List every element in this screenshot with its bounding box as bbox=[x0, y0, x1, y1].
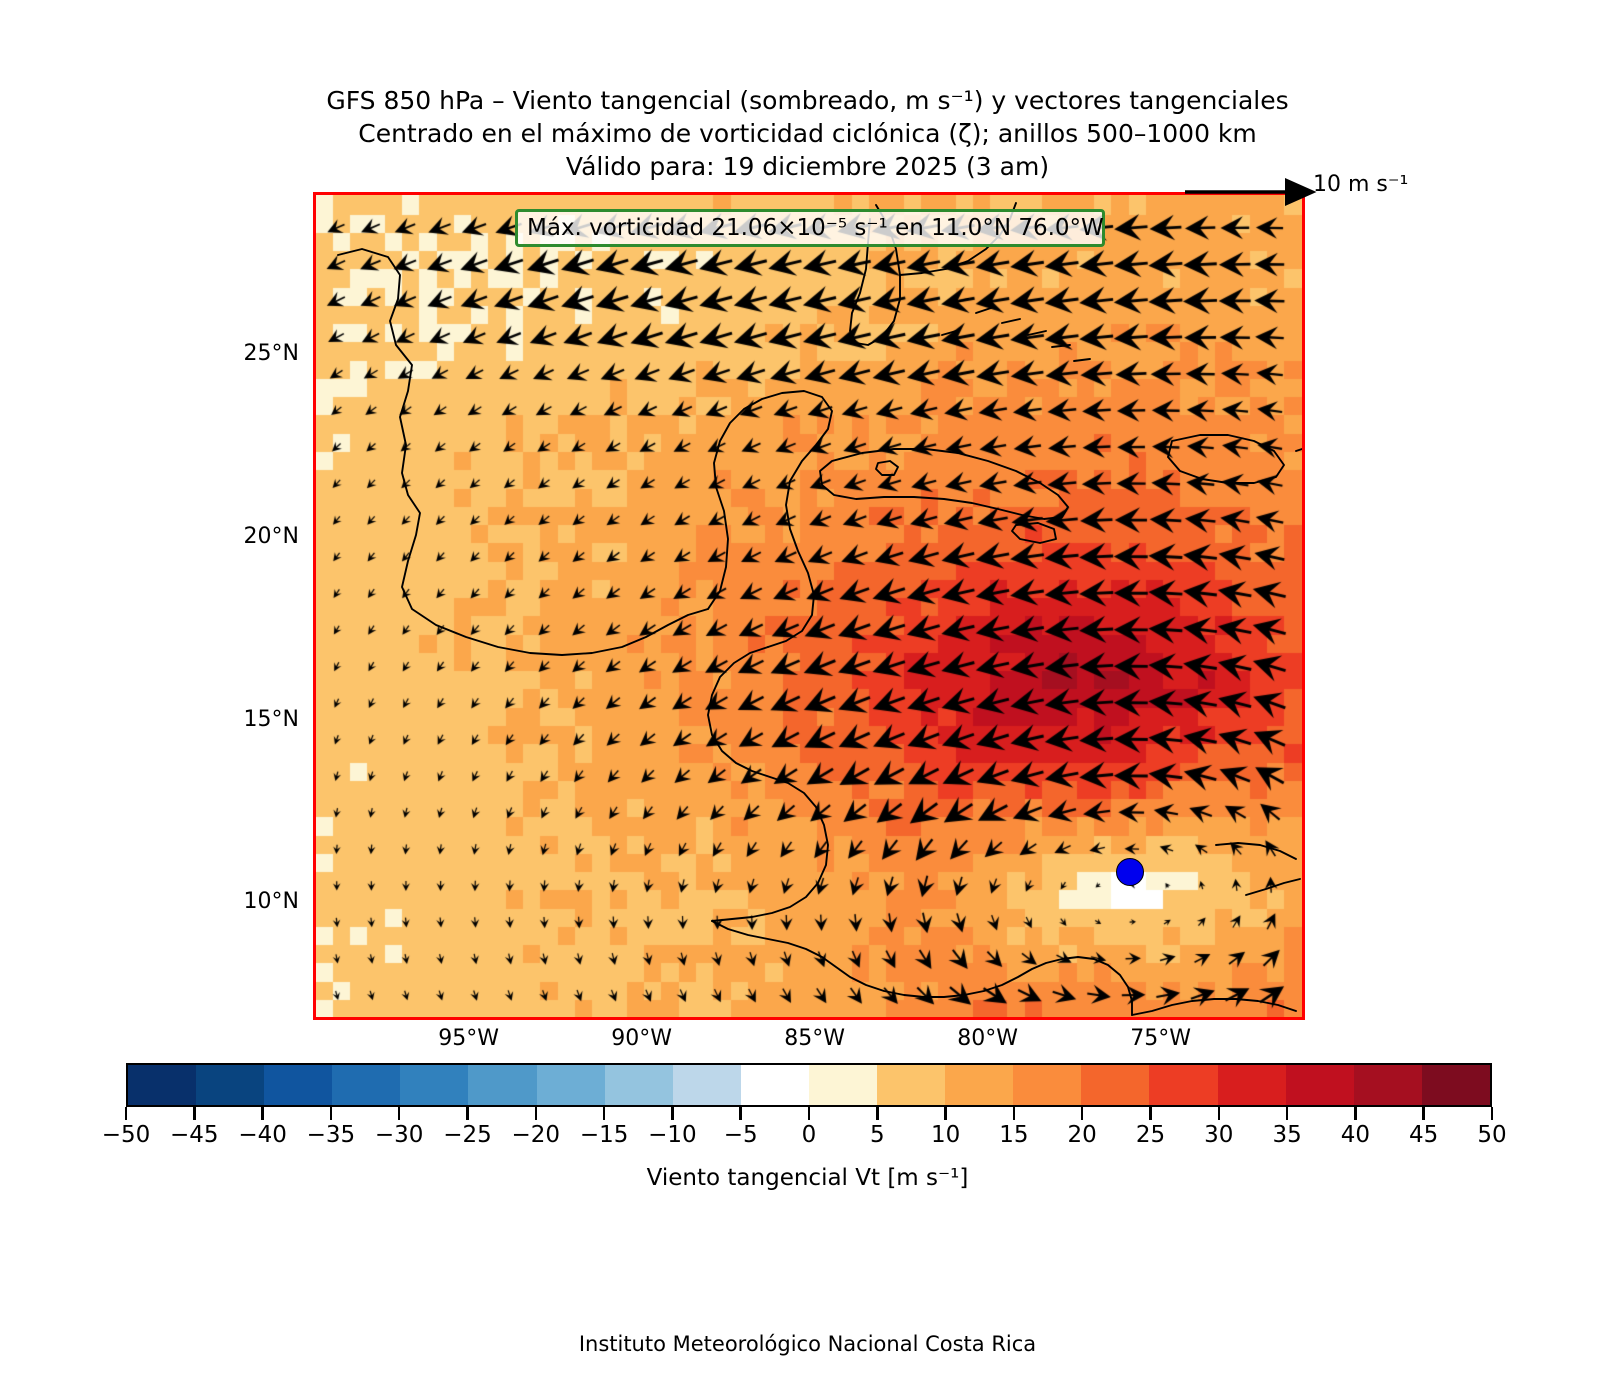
colorbar-tick--30 bbox=[397, 1107, 401, 1120]
colorbar-ticklabel-40: 40 bbox=[1340, 1122, 1371, 1148]
colorbar-tick-15 bbox=[1012, 1107, 1016, 1120]
colorbar-tick--40 bbox=[261, 1107, 264, 1120]
colorbar-segment-9 bbox=[740, 1065, 809, 1105]
colorbar-segment-2 bbox=[264, 1065, 333, 1105]
colorbar-ticklabel-45: 45 bbox=[1409, 1122, 1439, 1148]
colorbar-tick--25 bbox=[466, 1107, 469, 1120]
colorbar-tick-20 bbox=[1080, 1107, 1084, 1120]
colorbar-tick--5 bbox=[739, 1107, 742, 1120]
colorbar-ticklabel--5: −5 bbox=[723, 1122, 758, 1148]
y-tick-25°N: 25°N bbox=[243, 341, 299, 367]
colorbar-ticklabel--40: −40 bbox=[238, 1122, 287, 1148]
colorbar-tick--50 bbox=[124, 1107, 128, 1120]
colorbar-segment-8 bbox=[672, 1065, 741, 1105]
colorbar-tick--45 bbox=[193, 1107, 196, 1120]
colorbar-ticklabel--30: −30 bbox=[374, 1122, 424, 1148]
x-tick-75°W: 75°W bbox=[1130, 1026, 1191, 1051]
colorbar-ticklabel-10: 10 bbox=[930, 1122, 961, 1148]
colorbar-ticklabel-30: 30 bbox=[1204, 1122, 1234, 1148]
colorbar-segment-16 bbox=[1217, 1065, 1286, 1105]
colorbar-tick-25 bbox=[1149, 1107, 1152, 1120]
colorbar-tick-35 bbox=[1285, 1107, 1289, 1120]
y-tick-10°N: 10°N bbox=[243, 889, 299, 915]
x-tick-95°W: 95°W bbox=[438, 1026, 500, 1051]
colorbar-tick-10 bbox=[944, 1107, 947, 1120]
colorbar-ticklabels: −50 −45 −40 −35 −30 −25 −20 −15 −10 −5 0 5 10 15 20 25 3… bbox=[102, 1122, 1507, 1156]
colorbar-tick--35 bbox=[329, 1107, 333, 1120]
title-line-1: GFS 850 hPa – Viento tangencial (sombrea… bbox=[326, 86, 1289, 115]
colorbar-segment-4 bbox=[400, 1065, 469, 1105]
footer-credit: Instituto Meteorológico Nacional Costa R… bbox=[578, 1332, 1037, 1356]
max-vorticity-annotation: Máx. vorticidad 21.06×10⁻⁵ s⁻¹ en 11.0°N… bbox=[515, 209, 1105, 247]
colorbar-segment-0 bbox=[128, 1065, 197, 1105]
colorbar-ticklabel--25: −25 bbox=[443, 1122, 492, 1148]
colorbar-segment-15 bbox=[1149, 1065, 1218, 1105]
x-tick-90°W: 90°W bbox=[611, 1026, 673, 1051]
colorbar-ticklabel--20: −20 bbox=[511, 1122, 561, 1148]
y-tick-15°N: 15°N bbox=[243, 706, 299, 732]
colorbar-segment-1 bbox=[196, 1065, 265, 1105]
x-tick-85°W: 85°W bbox=[784, 1026, 846, 1051]
colorbar-tick-30 bbox=[1217, 1107, 1221, 1120]
vorticity-center-marker bbox=[1116, 857, 1145, 886]
colorbar-ticklabel-0: 0 bbox=[801, 1122, 817, 1148]
page-title: GFS 850 hPa – Viento tangencial (sombrea… bbox=[0, 84, 1615, 183]
colorbar-segment-11 bbox=[877, 1065, 946, 1105]
colorbar-title: Viento tangencial Vt [m s⁻¹] bbox=[646, 1165, 969, 1191]
colorbar-ticklabel-15: 15 bbox=[999, 1122, 1029, 1148]
quiver-key-arrow-icon bbox=[1185, 178, 1317, 206]
colorbar-segment-19 bbox=[1421, 1065, 1490, 1105]
colorbar-tick-50 bbox=[1490, 1107, 1494, 1120]
colorbar-tick--20 bbox=[534, 1107, 538, 1120]
colorbar-ticklabel--50: −50 bbox=[101, 1122, 151, 1148]
colorbar-ticklabel--45: −45 bbox=[170, 1122, 219, 1148]
colorbar-ticklabel--35: −35 bbox=[306, 1122, 356, 1148]
colorbar-tick-5 bbox=[876, 1107, 879, 1120]
colorbar[interactable] bbox=[126, 1063, 1492, 1107]
colorbar-segment-14 bbox=[1081, 1065, 1150, 1105]
colorbar-ticklabel-35: 35 bbox=[1272, 1122, 1302, 1148]
colorbar-ticklabel-25: 25 bbox=[1135, 1122, 1166, 1148]
x-axis-ticklabels: 95°W 90°W 85°W 80°W 75°W bbox=[313, 1026, 1305, 1066]
quiver-key: 10 m s⁻¹ bbox=[1185, 172, 1455, 206]
colorbar-segment-10 bbox=[808, 1065, 878, 1105]
map-plot-area[interactable]: Máx. vorticidad 21.06×10⁻⁵ s⁻¹ en 11.0°N… bbox=[313, 192, 1305, 1020]
title-line-3: Válido para: 19 diciembre 2025 (3 am) bbox=[565, 152, 1050, 181]
colorbar-tick-40 bbox=[1354, 1107, 1357, 1120]
colorbar-tick-45 bbox=[1422, 1107, 1425, 1120]
colorbar-segment-7 bbox=[604, 1065, 673, 1105]
colorbar-segment-6 bbox=[536, 1065, 605, 1105]
title-line-2: Centrado en el máximo de vorticidad cicl… bbox=[358, 119, 1257, 148]
colorbar-ticklabel-50: 50 bbox=[1477, 1122, 1507, 1148]
colorbar-tick--10 bbox=[671, 1107, 674, 1120]
coastline-overlay bbox=[337, 202, 1302, 1016]
y-tick-20°N: 20°N bbox=[243, 524, 299, 550]
colorbar-tick--15 bbox=[602, 1107, 606, 1120]
colorbar-tick-0 bbox=[807, 1107, 811, 1120]
max-vorticity-label: Máx. vorticidad 21.06×10⁻⁵ s⁻¹ en 11.0°N… bbox=[527, 215, 1104, 241]
colorbar-segment-13 bbox=[1013, 1065, 1082, 1105]
quiver-key-label: 10 m s⁻¹ bbox=[1313, 172, 1409, 197]
colorbar-segment-18 bbox=[1353, 1065, 1422, 1105]
colorbar-segment-17 bbox=[1285, 1065, 1354, 1105]
x-tick-80°W: 80°W bbox=[957, 1026, 1018, 1051]
colorbar-segment-5 bbox=[468, 1065, 537, 1105]
colorbar-ticklabel-5: 5 bbox=[869, 1122, 885, 1148]
colorbar-segment-3 bbox=[332, 1065, 401, 1105]
colorbar-ticklabel-20: 20 bbox=[1067, 1122, 1097, 1148]
colorbar-tickmarks bbox=[124, 1107, 1494, 1121]
colorbar-ticklabel--15: −15 bbox=[579, 1122, 629, 1148]
colorbar-ticklabel--10: −10 bbox=[648, 1122, 697, 1148]
y-axis-ticklabels: 10°N 15°N 20°N 25°N bbox=[203, 192, 299, 1020]
colorbar-segment-12 bbox=[945, 1065, 1014, 1105]
